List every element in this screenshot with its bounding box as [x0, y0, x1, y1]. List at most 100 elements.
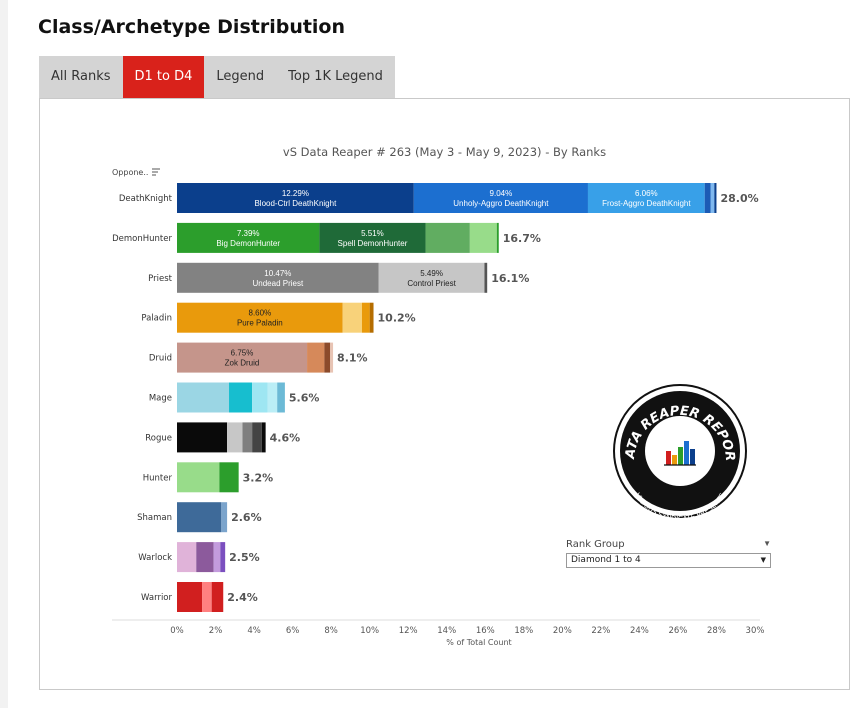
bar-segment: [378, 262, 485, 293]
x-tick-label: 4%: [247, 626, 260, 636]
segment-pct-label: 6.06%: [635, 189, 658, 198]
category-label: Warlock: [138, 553, 172, 563]
x-tick-label: 10%: [360, 626, 379, 636]
bar-segment: [177, 382, 230, 413]
bar-segment: [369, 302, 374, 333]
bar-segment: [219, 462, 239, 493]
rank-tabs: All Ranks D1 to D4 Legend Top 1K Legend: [39, 56, 395, 98]
bar-segment: [177, 502, 222, 533]
x-tick-label: 30%: [746, 626, 765, 636]
bar-segment: [252, 422, 262, 453]
bar-segment: [330, 342, 334, 373]
rank-group-value: Diamond 1 to 4: [571, 555, 641, 565]
category-label: Druid: [149, 354, 172, 364]
x-tick-label: 6%: [286, 626, 300, 636]
page-title: Class/Archetype Distribution: [38, 16, 346, 38]
tab-top-1k-legend[interactable]: Top 1K Legend: [288, 69, 383, 84]
x-tick-label: 14%: [437, 626, 456, 636]
rank-group-label: Rank Group: [566, 539, 625, 550]
bar-segment: [710, 183, 715, 213]
category-label: Mage: [149, 394, 172, 404]
bar-segment: [229, 382, 253, 413]
tab-legend[interactable]: Legend: [216, 69, 265, 84]
x-axis-title: % of Total Count: [446, 638, 511, 647]
bar-segment: [361, 302, 370, 333]
logo-bar-icon: [690, 449, 695, 465]
segment-name-label: Unholy-Aggro DeathKnight: [453, 199, 549, 208]
logo-bar-icon: [666, 451, 671, 465]
total-label: 3.2%: [243, 471, 274, 484]
category-label: DeathKnight: [119, 194, 173, 204]
bar-segment: [177, 342, 308, 373]
bar-segment: [252, 382, 268, 413]
rank-group-filter: Rank Group ▼ Diamond 1 to 4 ▼: [566, 539, 771, 568]
x-tick-label: 12%: [399, 626, 418, 636]
bar-segment: [469, 222, 497, 253]
bar-segment: [196, 542, 214, 573]
bar-segment: [307, 342, 325, 373]
bar-segment: [177, 542, 197, 573]
chevron-down-icon: ▼: [760, 556, 766, 564]
category-label: Hunter: [143, 473, 173, 483]
category-label: Shaman: [137, 513, 172, 523]
bar-segment: [213, 542, 221, 573]
total-label: 2.5%: [229, 551, 260, 564]
segment-name-label: Blood-Ctrl DeathKnight: [254, 199, 337, 208]
bar-segment: [202, 582, 212, 612]
x-tick-label: 8%: [324, 626, 338, 636]
bar-segment: [496, 222, 499, 253]
chart-frame: vS Data Reaper # 263 (May 3 - May 9, 202…: [39, 98, 850, 690]
logo-bar-icon: [678, 447, 683, 465]
x-tick-label: 20%: [553, 626, 572, 636]
total-label: 2.4%: [227, 591, 258, 604]
x-tick-label: 18%: [514, 626, 533, 636]
bar-segment: [177, 582, 203, 612]
x-tick-label: 26%: [668, 626, 687, 636]
bar-segment: [177, 422, 228, 453]
bar-segment: [587, 183, 705, 213]
segment-name-label: Big DemonHunter: [216, 239, 280, 248]
total-label: 8.1%: [337, 352, 368, 365]
bar-segment: [714, 183, 717, 213]
segment-pct-label: 10.47%: [264, 269, 291, 278]
logo-bar-icon: [672, 455, 677, 465]
tab-all-ranks[interactable]: All Ranks: [51, 69, 111, 84]
segment-pct-label: 5.49%: [420, 269, 443, 278]
bar-segment: [704, 183, 711, 213]
segment-name-label: Frost-Aggro DeathKnight: [602, 199, 691, 208]
x-tick-label: 2%: [209, 626, 223, 636]
bar-segment: [227, 422, 243, 453]
total-label: 4.6%: [270, 431, 301, 444]
logo-bar-icon: [684, 441, 689, 465]
bar-segment: [177, 262, 379, 293]
segment-pct-label: 12.29%: [282, 189, 309, 198]
bar-segment: [242, 422, 253, 453]
bar-segment: [177, 462, 220, 493]
segment-name-label: Pure Paladin: [237, 319, 283, 328]
total-label: 2.6%: [231, 511, 262, 524]
sort-icon: [152, 168, 160, 176]
bar-segment: [177, 183, 414, 213]
tab-d1-to-d4[interactable]: D1 to D4: [122, 56, 205, 98]
total-label: 16.1%: [491, 272, 529, 285]
segment-pct-label: 8.60%: [249, 309, 272, 318]
segment-pct-label: 7.39%: [237, 229, 260, 238]
total-label: 28.0%: [720, 192, 758, 205]
category-label: Warrior: [141, 593, 172, 603]
x-tick-label: 28%: [707, 626, 726, 636]
rank-group-select[interactable]: Diamond 1 to 4 ▼: [566, 553, 771, 568]
x-tick-label: 24%: [630, 626, 649, 636]
bar-segment: [425, 222, 470, 253]
category-label: Rogue: [145, 433, 172, 443]
total-label: 10.2%: [378, 312, 416, 325]
segment-pct-label: 9.04%: [490, 189, 513, 198]
segment-pct-label: 6.75%: [231, 349, 254, 358]
chart-title: vS Data Reaper # 263 (May 3 - May 9, 202…: [282, 145, 607, 159]
bar-segment: [261, 422, 266, 453]
x-tick-label: 16%: [476, 626, 495, 636]
bar-segment: [484, 262, 488, 293]
segment-name-label: Undead Priest: [253, 279, 304, 288]
bar-segment: [342, 302, 362, 333]
rank-group-menu-icon[interactable]: ▼: [763, 539, 771, 548]
left-strip: [0, 0, 8, 708]
